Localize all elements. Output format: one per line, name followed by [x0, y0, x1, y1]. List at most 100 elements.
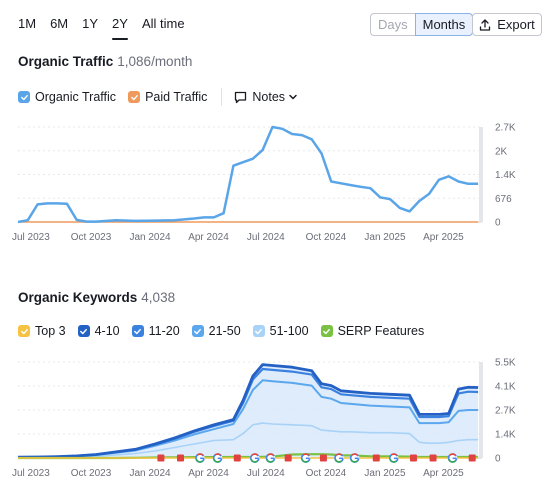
legend-label: 11-20 — [148, 324, 180, 338]
legend-divider — [221, 88, 223, 106]
legend-top-3[interactable]: Top 3 — [18, 324, 66, 338]
organic-traffic-chart: 2.7K 2K 1.4K 676 0 Jul 2023 Oct 2023 Jan 2024 Ap… — [0, 115, 553, 250]
legend-label: 21-50 — [208, 324, 241, 338]
organic-keywords-chart: 5.5K 4.1K 2.7K 1.4K 0 Jul 2023 Oct 2023 Jan 202… — [0, 352, 553, 492]
x-tick-label: Jan 2024 — [129, 232, 171, 243]
y-tick-label: 0 — [495, 218, 501, 229]
x-tick-label: Jul 2023 — [12, 468, 50, 479]
months-button[interactable]: Months — [414, 13, 474, 36]
google-update-icon[interactable] — [195, 453, 205, 463]
checkbox-icon — [320, 325, 333, 337]
y-tick-label: 1.4K — [495, 430, 516, 441]
current-month-band — [479, 127, 483, 222]
x-tick-label: Oct 2024 — [306, 232, 347, 243]
upload-icon — [480, 18, 491, 31]
checkbox-icon — [18, 91, 30, 103]
x-tick-label: Jan 2025 — [364, 232, 406, 243]
x-tick-label: Jan 2025 — [364, 468, 406, 479]
range-tab-1y[interactable]: 1Y — [82, 16, 99, 31]
google-update-icon[interactable] — [300, 453, 311, 463]
legend-label: SERP Features — [337, 324, 425, 338]
x-tick-label: Jan 2024 — [129, 468, 171, 479]
legend-11-20[interactable]: 11-20 — [131, 324, 180, 338]
checkbox-icon — [131, 325, 144, 337]
organic-traffic-value: 1,086/month — [117, 54, 193, 69]
export-label: Export — [497, 17, 535, 32]
keywords-area-fill — [18, 364, 479, 458]
organic-traffic-line — [17, 125, 479, 224]
google-update-icon[interactable] — [447, 453, 458, 463]
x-tick-label: Apr 2025 — [423, 468, 464, 479]
y-tick-label: 2K — [495, 146, 508, 157]
organic-traffic-title-text: Organic Traffic — [18, 54, 114, 69]
range-tab-6m[interactable]: 6M — [50, 16, 69, 31]
x-tick-label: Oct 2023 — [71, 468, 112, 479]
y-tick-label: 2.7K — [495, 406, 516, 417]
range-tab-all-time[interactable]: All time — [141, 16, 185, 31]
organic-keywords-value: 4,038 — [141, 290, 176, 305]
organic-keywords-title: Organic Keywords 4,038 — [18, 290, 175, 305]
y-tick-label: 2.7K — [495, 123, 516, 134]
x-tick-label: Jul 2023 — [12, 232, 50, 243]
x-tick-label: Jul 2024 — [247, 468, 285, 479]
x-tick-label: Jul 2024 — [247, 232, 285, 243]
days-button[interactable]: Days — [370, 13, 415, 36]
notes-dropdown[interactable]: Notes — [234, 90, 298, 104]
event-flag-icon[interactable] — [176, 454, 184, 462]
organic-keywords-title-text: Organic Keywords — [18, 290, 138, 305]
event-flag-icon[interactable] — [429, 454, 437, 462]
notes-label: Notes — [252, 90, 286, 104]
legend-51-100[interactable]: 51-100 — [252, 324, 309, 338]
legend-serp-features[interactable]: SERP Features — [320, 324, 425, 338]
x-tick-label: Apr 2025 — [423, 232, 464, 243]
google-update-icon[interactable] — [250, 453, 260, 463]
x-tick-label: Oct 2024 — [306, 468, 347, 479]
google-update-icon[interactable] — [265, 453, 276, 463]
event-flag-icon[interactable] — [319, 454, 327, 462]
legend-4-10[interactable]: 4-10 — [77, 324, 120, 338]
legend-label: 51-100 — [269, 324, 309, 338]
y-tick-label: 4.1K — [495, 382, 516, 393]
google-update-icon[interactable] — [349, 453, 360, 463]
legend-paid-traffic-label: Paid Traffic — [145, 90, 208, 104]
google-update-icon[interactable] — [334, 453, 344, 463]
granularity-toggle: Days Months — [370, 13, 474, 36]
organic-traffic-chart-svg: 2.7K 2K 1.4K 676 0 Jul 2023 Oct 2023 Jan 2024 Ap… — [12, 123, 516, 244]
organic-keywords-legend: Top 3 4-10 11-20 21-50 51-100 SERP Features — [18, 324, 436, 338]
event-flag-icon[interactable] — [372, 454, 380, 462]
legend-organic-traffic[interactable]: Organic Traffic — [18, 90, 116, 104]
event-flag-icon[interactable] — [468, 454, 476, 462]
x-tick-label: Apr 2024 — [188, 232, 229, 243]
range-tab-1m[interactable]: 1M — [18, 16, 37, 31]
checkbox-icon — [77, 325, 90, 337]
google-update-icon[interactable] — [389, 453, 399, 463]
event-flag-icon[interactable] — [284, 454, 292, 462]
checkbox-icon — [252, 325, 265, 337]
legend-label: 4-10 — [94, 324, 120, 338]
y-tick-label: 676 — [495, 194, 512, 205]
export-button[interactable]: Export — [472, 13, 542, 36]
checkbox-icon — [191, 325, 204, 337]
event-flag-icon[interactable] — [233, 454, 241, 462]
x-tick-label: Oct 2023 — [71, 232, 112, 243]
series-line-51-100 — [17, 422, 479, 459]
checkbox-icon — [128, 91, 141, 103]
event-flag-icon[interactable] — [157, 454, 165, 462]
note-icon — [235, 91, 247, 103]
range-tab-2y[interactable]: 2Y — [112, 15, 128, 40]
date-range-tabs: 1M 6M 1Y 2Y All time — [18, 15, 199, 40]
legend-21-50[interactable]: 21-50 — [191, 324, 241, 338]
event-flag-icon[interactable] — [409, 454, 417, 462]
organic-traffic-title: Organic Traffic 1,086/month — [18, 54, 192, 69]
chevron-down-icon — [289, 94, 297, 100]
series-line-4-10 — [17, 363, 479, 459]
current-month-band — [479, 362, 483, 458]
google-update-icon[interactable] — [212, 453, 223, 463]
x-tick-label: Apr 2024 — [188, 468, 229, 479]
legend-paid-traffic[interactable]: Paid Traffic — [128, 90, 207, 104]
legend-organic-traffic-label: Organic Traffic — [35, 90, 117, 104]
legend-label: Top 3 — [35, 324, 66, 338]
y-tick-label: 0 — [495, 454, 501, 465]
organic-traffic-legend: Organic Traffic Paid Traffic Notes — [18, 88, 298, 106]
organic-keywords-chart-svg: 5.5K 4.1K 2.7K 1.4K 0 Jul 2023 Oct 2023 Jan 202… — [12, 358, 516, 480]
